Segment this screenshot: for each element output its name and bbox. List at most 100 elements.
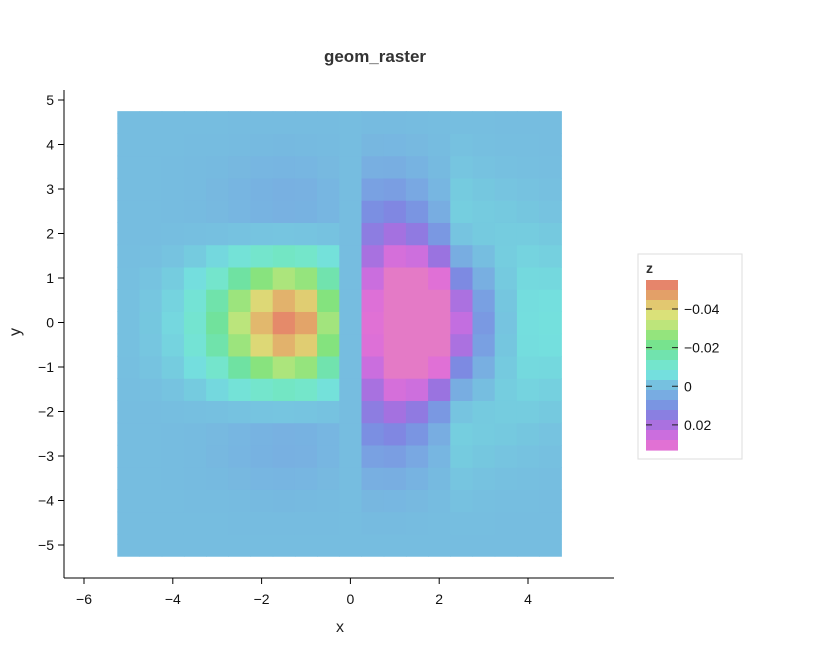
raster-cell — [117, 512, 140, 535]
legend: z −0.04−0.0200.02 — [638, 254, 742, 459]
raster-cell — [117, 356, 140, 379]
raster-cell — [339, 445, 362, 468]
raster-cell — [317, 534, 340, 557]
raster-cell — [162, 178, 185, 201]
x-tick-label: 4 — [524, 591, 532, 607]
y-tick-label: 4 — [46, 137, 54, 153]
raster-cell — [406, 512, 429, 535]
raster-cell — [384, 423, 407, 446]
raster-cell — [117, 289, 140, 312]
raster-cell — [428, 178, 451, 201]
raster-cell — [117, 378, 140, 401]
raster-cell — [539, 378, 562, 401]
raster-cell — [517, 178, 540, 201]
raster-cell — [495, 423, 518, 446]
raster-cell — [273, 133, 296, 156]
raster-cell — [140, 200, 163, 223]
raster-cell — [384, 133, 407, 156]
raster-cell — [140, 334, 163, 357]
raster-cell — [539, 423, 562, 446]
raster-cell — [495, 311, 518, 334]
raster-cell — [295, 200, 318, 223]
raster-cell — [251, 400, 274, 423]
raster-cell — [450, 200, 473, 223]
legend-tick-label: 0.02 — [684, 417, 711, 433]
raster-cell — [295, 400, 318, 423]
raster-cell — [384, 222, 407, 245]
raster-cell — [317, 289, 340, 312]
raster-cell — [317, 222, 340, 245]
raster-cell — [184, 512, 207, 535]
raster-cell — [273, 156, 296, 179]
raster-cell — [473, 445, 496, 468]
raster-cell — [140, 400, 163, 423]
raster-cell — [406, 245, 429, 268]
raster-cell — [162, 467, 185, 490]
raster-cell — [362, 133, 385, 156]
raster-cell — [117, 311, 140, 334]
y-tick-label: −4 — [38, 493, 54, 509]
raster-cell — [384, 534, 407, 557]
raster-cell — [117, 111, 140, 134]
raster-cell — [295, 267, 318, 290]
raster-cell — [495, 467, 518, 490]
raster-cell — [140, 222, 163, 245]
raster-cell — [228, 111, 251, 134]
raster-cell — [295, 334, 318, 357]
raster-cell — [295, 111, 318, 134]
raster-cell — [273, 378, 296, 401]
raster-cell — [295, 245, 318, 268]
raster-cell — [251, 133, 274, 156]
raster-cell — [450, 445, 473, 468]
raster-cell — [428, 400, 451, 423]
raster-cell — [206, 445, 229, 468]
raster-cell — [339, 400, 362, 423]
raster-cell — [362, 400, 385, 423]
raster-cell — [140, 311, 163, 334]
raster-cell — [184, 334, 207, 357]
raster-cell — [140, 133, 163, 156]
raster-cell — [339, 289, 362, 312]
raster-cell — [406, 356, 429, 379]
raster-cell — [228, 423, 251, 446]
raster-cell — [117, 423, 140, 446]
x-tick-label: −2 — [254, 591, 270, 607]
raster-cell — [206, 289, 229, 312]
raster-cell — [140, 445, 163, 468]
raster-cell — [517, 267, 540, 290]
raster-cell — [140, 178, 163, 201]
raster-cell — [539, 200, 562, 223]
raster-cell — [539, 111, 562, 134]
y-tick-label: 2 — [46, 226, 54, 242]
raster-cell — [517, 534, 540, 557]
raster-cell — [539, 512, 562, 535]
raster-cell — [228, 356, 251, 379]
raster-cell — [206, 400, 229, 423]
raster-cell — [384, 489, 407, 512]
y-tick-label: 3 — [46, 181, 54, 197]
raster-cell — [206, 222, 229, 245]
raster-cell — [162, 200, 185, 223]
raster-cell — [428, 289, 451, 312]
raster-cell — [251, 156, 274, 179]
raster-cell — [228, 512, 251, 535]
raster-cell — [228, 178, 251, 201]
raster-cell — [117, 467, 140, 490]
raster-cell — [339, 467, 362, 490]
raster-cell — [117, 400, 140, 423]
raster-cell — [428, 378, 451, 401]
raster-cell — [162, 423, 185, 446]
raster-cell — [117, 334, 140, 357]
raster-cell — [228, 222, 251, 245]
raster-cell — [317, 133, 340, 156]
raster-cell — [117, 178, 140, 201]
raster-cell — [339, 378, 362, 401]
raster-cell — [317, 311, 340, 334]
raster-cell — [162, 111, 185, 134]
raster-cell — [162, 445, 185, 468]
raster-cell — [428, 334, 451, 357]
raster-cell — [384, 378, 407, 401]
raster-cell — [251, 489, 274, 512]
raster-cell — [517, 400, 540, 423]
raster-cell — [206, 311, 229, 334]
